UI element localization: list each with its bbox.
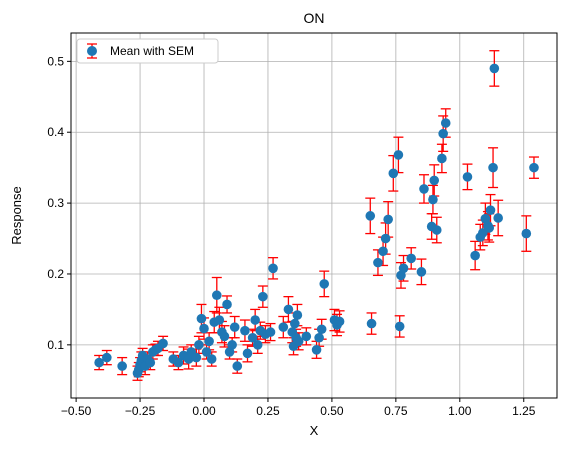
- data-point: [196, 313, 207, 324]
- data-point: [493, 213, 503, 223]
- data-point: [416, 267, 427, 277]
- data-point: [398, 263, 409, 274]
- error-bars: [94, 50, 539, 381]
- data-point: [380, 233, 391, 244]
- chart-title: ON: [304, 10, 325, 26]
- y-tick-label: 0.3: [47, 196, 64, 210]
- data-point: [227, 340, 237, 350]
- data-point: [428, 194, 438, 205]
- data-point: [470, 250, 480, 261]
- data-point: [212, 290, 222, 301]
- y-tick-label: 0.4: [47, 125, 64, 139]
- data-point: [316, 324, 327, 335]
- data-point: [201, 347, 212, 357]
- y-ticks: 0.1 0.2 0.3 0.4 0.5: [47, 54, 71, 352]
- y-tick-label: 0.1: [47, 338, 64, 352]
- x-tick-label: 0.75: [384, 404, 408, 418]
- data-point: [204, 336, 214, 347]
- data-point: [229, 322, 240, 332]
- x-tick-label: 1.25: [512, 404, 536, 418]
- data-point: [394, 321, 405, 332]
- data-point: [419, 184, 429, 194]
- data-point: [311, 345, 322, 355]
- plot-frame: [70, 32, 558, 399]
- data-point: [406, 253, 417, 264]
- data-point: [393, 150, 404, 160]
- data-point: [378, 246, 388, 257]
- data-point: [252, 340, 263, 350]
- x-tick-label: 0.25: [256, 404, 280, 418]
- x-tick-label: −0.50: [61, 404, 92, 418]
- data-point: [268, 263, 278, 274]
- data-point: [431, 225, 442, 235]
- data-point: [145, 357, 156, 368]
- data-point: [102, 352, 112, 363]
- data-point: [247, 332, 258, 343]
- data-point: [440, 118, 451, 128]
- x-tick-label: −0.25: [125, 404, 156, 418]
- data-point: [301, 331, 312, 342]
- data-point: [485, 205, 496, 215]
- legend-box: [76, 38, 219, 64]
- data-point: [250, 315, 260, 325]
- data-point: [429, 175, 440, 186]
- data-point: [293, 336, 304, 347]
- y-tick-label: 0.2: [47, 267, 64, 281]
- data-point: [222, 299, 232, 310]
- data-point: [94, 357, 104, 368]
- data-point: [214, 315, 225, 325]
- data-point: [206, 354, 217, 364]
- data-point: [314, 332, 324, 343]
- data-point: [529, 162, 539, 173]
- data-points: [94, 63, 539, 378]
- legend-label: Mean with SEM: [110, 44, 194, 58]
- data-point: [219, 331, 230, 342]
- data-point: [278, 322, 289, 332]
- x-tick-label: 1.00: [448, 404, 472, 418]
- data-point: [191, 352, 202, 363]
- data-point: [488, 162, 498, 173]
- data-point: [489, 63, 500, 74]
- data-point: [437, 153, 447, 164]
- legend-marker-icon: [87, 46, 97, 56]
- data-point: [462, 172, 473, 182]
- y-tick-label: 0.5: [47, 54, 64, 68]
- data-point: [388, 168, 399, 179]
- data-point: [242, 348, 253, 359]
- legend: Mean with SEM: [76, 38, 219, 64]
- data-point: [366, 318, 377, 329]
- data-point: [258, 291, 268, 302]
- data-point: [265, 327, 276, 337]
- grid-lines: [71, 33, 557, 398]
- x-tick-label: 0.50: [320, 404, 344, 418]
- data-point: [290, 318, 300, 329]
- x-axis-label: X: [310, 423, 319, 438]
- data-point: [199, 323, 209, 334]
- data-point: [292, 310, 303, 320]
- data-point: [484, 223, 495, 233]
- data-point: [334, 316, 345, 327]
- data-point: [383, 214, 393, 225]
- data-point: [232, 361, 243, 371]
- data-point: [194, 340, 204, 350]
- data-point: [365, 211, 376, 221]
- data-point: [240, 325, 250, 336]
- x-tick-label: 0.00: [192, 404, 216, 418]
- data-point: [117, 361, 127, 371]
- data-point: [283, 304, 294, 315]
- data-point: [173, 357, 184, 368]
- x-ticks: −0.50 −0.25 0.00 0.25 0.50 0.75 1.00 1.25: [61, 398, 536, 418]
- data-point: [158, 338, 168, 349]
- data-point: [438, 128, 448, 139]
- data-point: [319, 279, 330, 289]
- y-axis-label: Response: [9, 186, 24, 245]
- data-point: [373, 257, 383, 268]
- data-point: [521, 228, 532, 239]
